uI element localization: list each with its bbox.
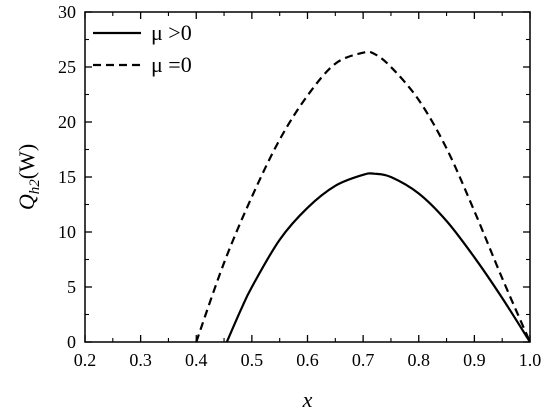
y-axis-label-subscript: h2 — [27, 179, 43, 195]
x-tick-label: 0.6 — [296, 350, 319, 370]
y-axis-label: Qh2(W) — [14, 144, 43, 210]
x-tick-label: 0.2 — [74, 350, 97, 370]
series-mu-positive-line — [225, 172, 531, 343]
x-tick-label: 1.0 — [519, 350, 542, 370]
x-tick-label: 0.7 — [352, 350, 375, 370]
x-axis-label: x — [302, 387, 313, 412]
x-tick-label: 0.3 — [129, 350, 152, 370]
y-tick-label: 0 — [67, 332, 76, 352]
y-tick-label: 5 — [67, 277, 76, 297]
y-axis: 0 5 10 15 20 25 30 — [58, 2, 530, 352]
legend-label: μ =0 — [151, 52, 192, 77]
x-tick-label: 0.8 — [408, 350, 431, 370]
y-tick-label: 30 — [58, 2, 76, 22]
x-tick-label: 0.5 — [241, 350, 264, 370]
y-axis-label-main: Q — [14, 194, 39, 210]
plot-curves — [195, 50, 532, 343]
y-tick-label: 10 — [58, 222, 76, 242]
legend: μ >0 μ =0 — [93, 20, 192, 77]
y-tick-label: 15 — [58, 167, 76, 187]
x-tick-label: 0.4 — [185, 350, 208, 370]
legend-label: μ >0 — [151, 20, 192, 45]
y-tick-label: 25 — [58, 57, 76, 77]
x-tick-label: 0.9 — [463, 350, 486, 370]
y-tick-label: 20 — [58, 112, 76, 132]
y-axis-label-unit: (W) — [14, 144, 39, 179]
x-axis: 0.2 0.3 0.4 0.5 0.6 0.7 0.8 0.9 1.0 — [74, 12, 542, 370]
